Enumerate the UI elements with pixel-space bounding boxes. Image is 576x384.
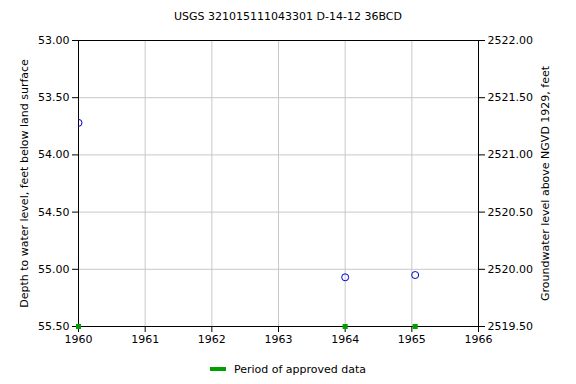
svg-text:1961: 1961 [131,333,159,346]
svg-text:54.50: 54.50 [38,206,70,219]
svg-text:2520.50: 2520.50 [488,206,534,219]
svg-text:1965: 1965 [398,333,426,346]
svg-text:55.00: 55.00 [38,263,70,276]
svg-text:2521.50: 2521.50 [488,91,534,104]
svg-text:2520.00: 2520.00 [488,263,534,276]
svg-text:1966: 1966 [465,333,493,346]
svg-text:2522.00: 2522.00 [488,34,534,47]
svg-text:1963: 1963 [265,333,293,346]
svg-text:Groundwater level above NGVD 1: Groundwater level above NGVD 1929, feet [539,65,552,301]
svg-text:1964: 1964 [331,333,359,346]
svg-text:53.50: 53.50 [38,91,70,104]
svg-text:53.00: 53.00 [38,34,70,47]
svg-text:2521.00: 2521.00 [488,148,534,161]
svg-text:55.50: 55.50 [38,320,70,333]
html-text:USGS 321015111043301 D-14-12 3: USGS 321015111043301 D-14-12 36BCD [174,10,402,23]
svg-text:1960: 1960 [65,333,93,346]
html-text:Period of approved data: Period of approved data [233,362,367,376]
svg-text:Depth to water level, feet bel: Depth to water level, feet below land su… [18,59,31,308]
svg-text:2519.50: 2519.50 [488,320,534,333]
svg-text:1962: 1962 [198,333,226,346]
svg-text:54.00: 54.00 [38,148,70,161]
